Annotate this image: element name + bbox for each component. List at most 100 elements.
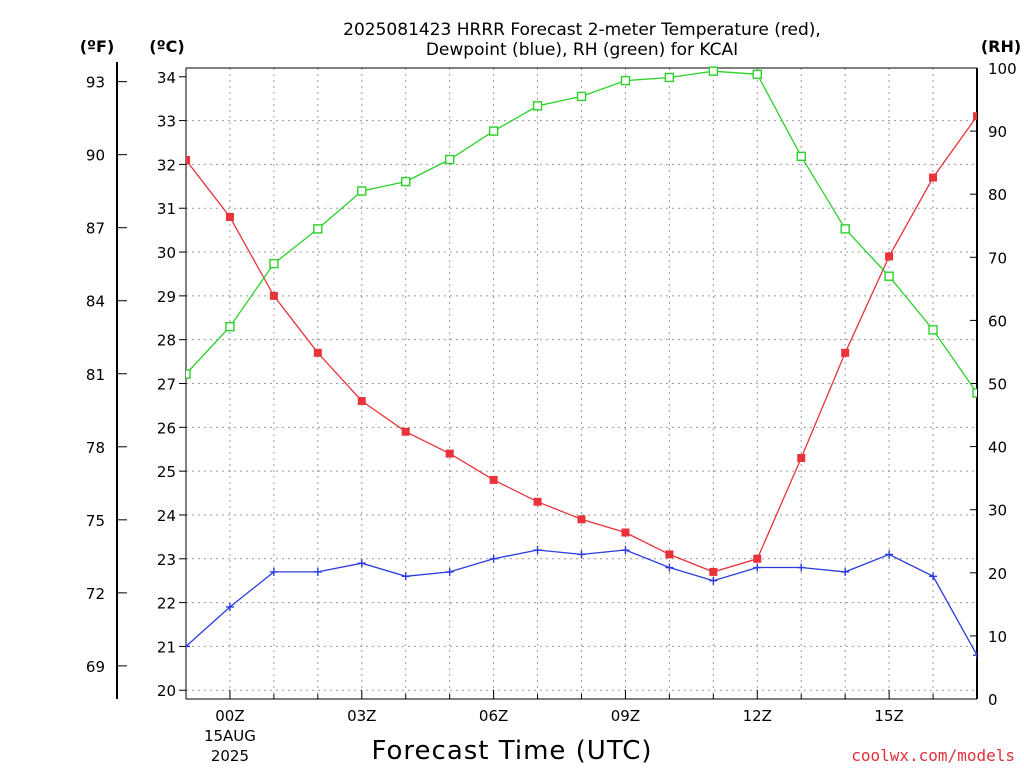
dewpoint-point: [929, 572, 938, 581]
rh-point: [444, 154, 455, 165]
celsius-tick-label: 34: [157, 69, 176, 87]
temperature-point: [885, 252, 894, 261]
fahrenheit-unit-label: (ºF): [80, 37, 115, 56]
rh-tick-label: 100: [988, 60, 1017, 78]
celsius-tick-label: 24: [157, 507, 176, 525]
celsius-tick-label: 20: [157, 682, 176, 700]
time-tick-label: 00Z: [215, 707, 244, 725]
celsius-unit-label: (ºC): [149, 37, 184, 56]
fahrenheit-tick-label: 78: [86, 439, 105, 457]
celsius-tick-label: 25: [157, 463, 176, 481]
temperature-point: [929, 173, 938, 182]
fahrenheit-tick-label: 81: [86, 366, 105, 384]
dewpoint-point: [533, 546, 542, 555]
temperature-point: [225, 212, 234, 221]
dewpoint-point: [401, 572, 410, 581]
rh-point: [488, 126, 499, 136]
temperature-point: [357, 397, 366, 406]
temperature-point: [577, 515, 586, 524]
fahrenheit-tick-label: 84: [86, 293, 105, 311]
rh-point: [840, 224, 850, 234]
celsius-tick-label: 21: [157, 638, 176, 656]
celsius-tick-label: 27: [157, 376, 176, 394]
rh-tick-label: 10: [988, 628, 1007, 646]
temperature-point: [489, 475, 498, 484]
rh-tick-label: 30: [988, 502, 1007, 520]
dewpoint-point: [357, 559, 366, 568]
time-tick-label: 03Z: [347, 707, 376, 725]
fahrenheit-axis: 69 72 75 78 81 84 87 90 93: [86, 74, 127, 676]
dewpoint-point: [797, 563, 806, 572]
rh-point: [884, 271, 894, 281]
dewpoint-point: [885, 550, 894, 559]
celsius-tick-label: 32: [157, 156, 176, 174]
dewpoint-point: [753, 563, 762, 572]
temperature-point: [186, 156, 190, 165]
dewpoint-point: [577, 550, 586, 559]
rh-point: [576, 91, 587, 102]
rh-point: [752, 69, 762, 80]
rh-point: [928, 325, 938, 335]
temperature-point: [269, 291, 278, 300]
rh-point: [532, 101, 543, 111]
celsius-tick-label: 23: [157, 551, 176, 569]
date-label: 15AUG: [204, 727, 256, 745]
temperature-point: [709, 567, 718, 576]
temperature-point: [665, 550, 674, 559]
rh-tick-label: 90: [988, 123, 1007, 141]
chart-title-line2: Dewpoint (blue), RH (green) for KCAI: [426, 40, 738, 60]
celsius-tick-label: 28: [157, 332, 176, 350]
fahrenheit-tick-label: 93: [86, 74, 105, 92]
rh-point: [186, 369, 191, 379]
celsius-tick-label: 33: [157, 113, 176, 131]
rh-point: [313, 224, 323, 234]
rh-tick-label: 80: [988, 186, 1007, 204]
rh-point: [620, 75, 631, 86]
time-tick-label: 12Z: [743, 707, 772, 725]
rh-series: [186, 66, 977, 398]
dewpoint-point: [665, 563, 674, 572]
rh-point: [269, 258, 279, 269]
celsius-tick-label: 30: [157, 244, 176, 262]
temperature-point: [621, 528, 630, 537]
celsius-tick-label: 22: [157, 595, 176, 613]
fahrenheit-tick-label: 72: [86, 585, 105, 603]
rh-point: [664, 72, 675, 83]
rh-point: [225, 322, 235, 332]
year-label: 2025: [211, 747, 249, 765]
dewpoint-point: [841, 567, 850, 576]
celsius-axis: 20 21 22 23 24 25 26 27 28 29 30 31 32 33 34: [157, 69, 186, 700]
time-tick-label: 09Z: [611, 707, 640, 725]
rh-point: [401, 176, 411, 187]
dewpoint-point: [313, 567, 322, 576]
dewpoint-point: [621, 546, 630, 555]
dewpoint-point: [225, 602, 234, 611]
temperature-point: [797, 453, 806, 462]
dewpoint-point: [489, 554, 498, 563]
rh-point: [972, 388, 977, 398]
dewpoint-point: [709, 576, 718, 585]
dewpoint-point: [269, 567, 278, 576]
series-layer: [186, 66, 977, 660]
rh-axis: 0 10 20 30 40 50 60 70 80 90 100: [970, 60, 1017, 709]
temperature-point: [841, 348, 850, 357]
rh-tick-label: 40: [988, 439, 1007, 457]
fahrenheit-tick-label: 90: [86, 147, 105, 165]
dewpoint-point: [973, 651, 977, 660]
rh-point: [357, 186, 367, 196]
time-tick-label: 15Z: [874, 707, 903, 725]
temperature-point: [533, 497, 542, 506]
rh-tick-label: 60: [988, 312, 1007, 330]
rh-tick-label: 20: [988, 565, 1007, 583]
temperature-point: [313, 348, 322, 357]
chart-title-line1: 2025081423 HRRR Forecast 2-meter Tempera…: [343, 20, 821, 40]
temperature-point: [445, 449, 454, 458]
dewpoint-point: [186, 642, 190, 651]
credit-text: coolwx.com/models: [851, 746, 1015, 765]
dewpoint-series: [186, 546, 977, 660]
fahrenheit-tick-label: 69: [86, 658, 105, 676]
time-axis: 00Z 15AUG 2025 03Z 06Z 09Z 12Z 15Z: [204, 690, 934, 765]
grid-lines: [186, 68, 977, 699]
celsius-tick-label: 29: [157, 288, 176, 306]
